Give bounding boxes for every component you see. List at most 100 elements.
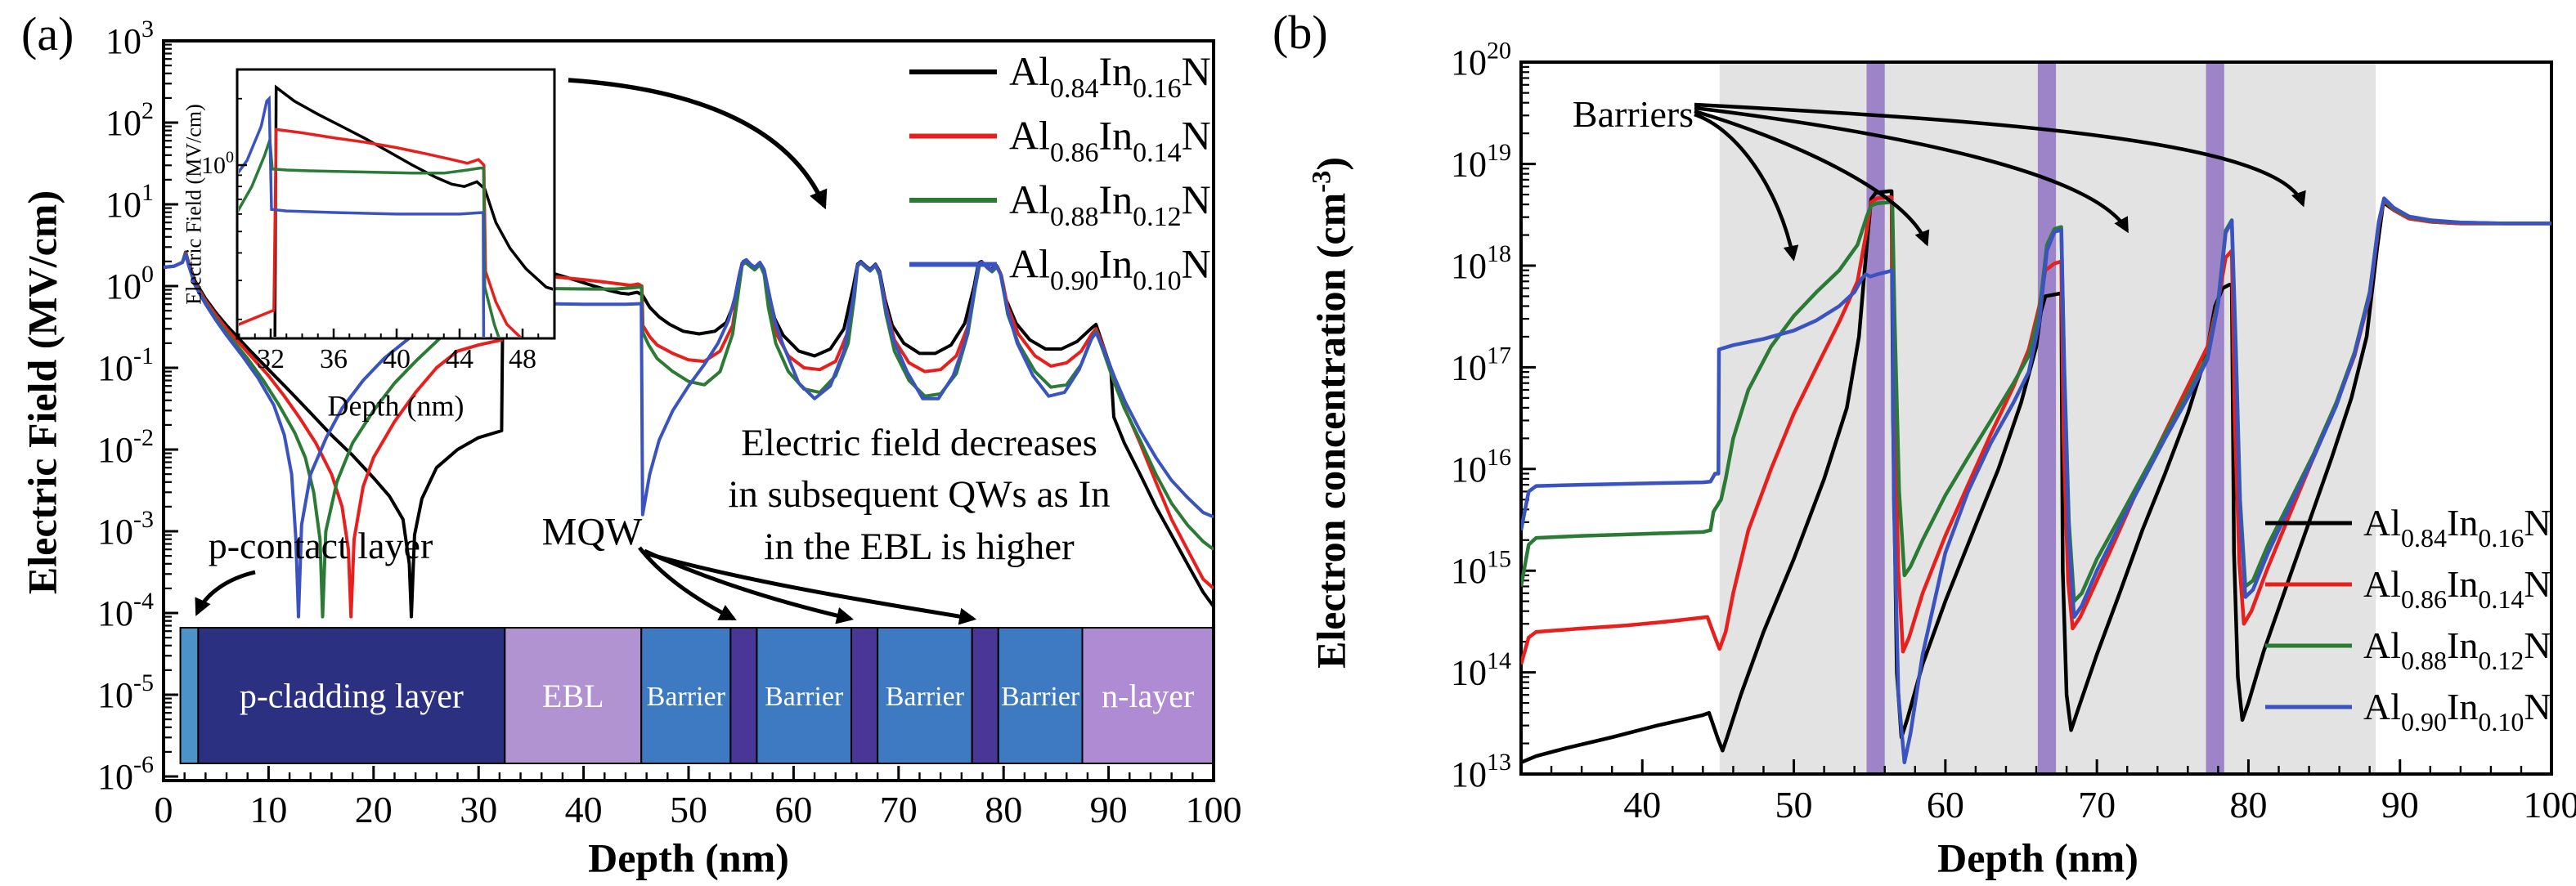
x-tick-label: 40	[565, 789, 603, 830]
x-tick-label: 80	[2229, 784, 2267, 826]
y-tick-label: 102	[105, 97, 154, 143]
y-tick-label: 10-6	[97, 751, 154, 797]
qw-bar-3	[2206, 62, 2224, 774]
panel-b-legend: Al0.84In0.16N Al0.86In0.14N Al0.88In0.12N A…	[2265, 502, 2551, 736]
y-tick-label: 1017	[1451, 342, 1511, 388]
panel-b-curves	[1521, 189, 2551, 765]
y-tick-label: 1014	[1451, 647, 1511, 693]
mqw-annotation: MQW	[541, 510, 643, 554]
series-b-0.90	[1521, 196, 2551, 765]
x-tick-label: 10	[249, 789, 287, 830]
y-tick-label: 10-1	[97, 342, 154, 388]
layer-qw	[850, 627, 879, 764]
y-tick-label: 103	[105, 16, 154, 61]
inset-x-tick-label: 40	[383, 344, 411, 374]
panel-b-y-axis-title-close: )	[1308, 157, 1354, 171]
x-tick-label: 40	[1623, 784, 1661, 826]
panel-b-plot: 40 50 60 70 80 90 100 1013 1014 1015 1016 1017 1018 1…	[1451, 37, 2576, 826]
panel-a-y-axis-title: Electric Field (MV/cm)	[19, 190, 65, 595]
panel-a-x-axis-title: Depth (nm)	[588, 835, 789, 881]
layer-label: Barrier	[1001, 682, 1080, 712]
inset-x-tick-label: 36	[320, 344, 348, 374]
panel-b-y-axis-title: Electron concentration (cm-3)	[1304, 157, 1359, 669]
barriers-arrow-4	[1694, 102, 2306, 208]
legend-b-label: Al0.86In0.14N	[2363, 563, 2551, 614]
x-tick-label: 100	[2524, 784, 2576, 826]
panel-a-inset: 32 36 40 44 48 100	[201, 68, 556, 374]
layer-qw	[179, 627, 200, 764]
y-tick-label: 10-5	[97, 669, 154, 715]
x-tick-label: 100	[1186, 789, 1242, 830]
x-tick-label: 80	[985, 789, 1022, 830]
y-tick-label: 1013	[1451, 749, 1511, 794]
panel-a-legend: Al0.84In0.16N Al0.86In0.14N Al0.88In0.12N A…	[909, 48, 1211, 297]
p-contact-layer-annotation: p-contact layer	[208, 524, 433, 566]
x-tick-label: 60	[774, 789, 812, 830]
y-tick-label: 10-4	[97, 588, 154, 633]
inset-y-axis-title: Electric Field (MV/cm)	[182, 104, 206, 305]
field-decrease-note-line2: in subsequent QWs as In	[728, 473, 1111, 517]
p-contact-arrow	[195, 570, 256, 616]
panel-a-plot: p-cladding layer EBL Barrier Barrier Barrier…	[97, 16, 1242, 830]
mqw-arrow-3	[648, 552, 977, 625]
panel-b-letter: (b)	[1272, 6, 1328, 59]
legend-a-label: Al0.88In0.12N	[1009, 177, 1211, 232]
y-tick-label: 10-2	[97, 424, 154, 470]
x-tick-label: 0	[155, 789, 173, 830]
panel-b-x-axis-title: Depth (nm)	[1937, 835, 2138, 881]
x-tick-label: 60	[1927, 784, 1964, 826]
x-tick-label: 70	[2078, 784, 2116, 826]
x-tick-label: 70	[880, 789, 918, 830]
x-tick-label: 20	[355, 789, 393, 830]
legend-a-label: Al0.86In0.14N	[1009, 113, 1211, 168]
y-tick-label: 1015	[1451, 545, 1511, 591]
layer-label: Barrier	[765, 682, 844, 712]
inset-pointer-arrow	[568, 78, 828, 210]
barriers-arrow-2	[1694, 109, 1930, 247]
panel-b-y-axis-title-main: Electron concentration (cm	[1308, 192, 1354, 669]
inset-x-tick-label: 32	[257, 344, 285, 374]
legend-a-label: Al0.84In0.16N	[1009, 48, 1211, 104]
y-tick-label: 1020	[1451, 37, 1511, 83]
series-a-0.90	[164, 253, 1214, 619]
x-tick-label: 50	[1775, 784, 1813, 826]
y-tick-label: 10-3	[97, 506, 154, 552]
y-tick-label: 1016	[1451, 444, 1511, 490]
inset-y-tick-label: 100	[201, 149, 234, 180]
layer-label: Barrier	[886, 682, 965, 712]
x-tick-label: 90	[1090, 789, 1128, 830]
layer-Barrier	[756, 627, 853, 764]
layer-qw	[971, 627, 999, 764]
legend-b-label: Al0.84In0.16N	[2363, 502, 2551, 553]
inset-frame	[236, 68, 556, 340]
panel-b-y-axis-title-exponent: -3	[1307, 170, 1337, 193]
panel-a-letter: (a)	[21, 7, 74, 60]
panel-a-curves	[164, 250, 1214, 619]
layer-Barrier	[877, 627, 973, 764]
qw-bar-1	[1866, 62, 1885, 774]
barriers-arrow-3	[1694, 105, 2129, 234]
field-decrease-note: Electric field decreases in subsequent Q…	[728, 418, 1110, 573]
mqw-arrow-1	[638, 546, 737, 621]
layer-qw	[729, 627, 758, 764]
legend-a-label: Al0.90In0.10N	[1009, 241, 1211, 297]
x-tick-label: 30	[460, 789, 497, 830]
layer-p-cladding layer	[197, 627, 506, 764]
y-tick-label: 101	[105, 179, 154, 225]
inset-x-axis-title: Depth (nm)	[327, 389, 464, 423]
barriers-annotation: Barriers	[1572, 92, 1694, 135]
inset-x-tick-label: 44	[446, 344, 473, 374]
layer-label: Barrier	[647, 682, 726, 712]
x-tick-label: 50	[670, 789, 707, 830]
legend-b-label: Al0.90In0.10N	[2363, 686, 2551, 736]
barriers-arrow-1	[1694, 112, 1799, 262]
field-decrease-note-line3: in the EBL is higher	[764, 525, 1075, 568]
layer-Barrier	[640, 627, 732, 764]
mqw-arrow-2	[643, 548, 855, 624]
legend-b-label: Al0.88In0.12N	[2363, 624, 2551, 675]
y-tick-label: 1018	[1451, 240, 1511, 286]
qw-bar-2	[2037, 62, 2057, 774]
y-tick-label: 1019	[1451, 139, 1511, 185]
